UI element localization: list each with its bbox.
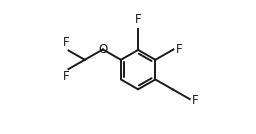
Text: F: F [192, 94, 199, 107]
Text: F: F [62, 70, 69, 83]
Text: F: F [176, 43, 183, 56]
Text: O: O [98, 43, 108, 56]
Text: F: F [62, 36, 69, 49]
Text: F: F [135, 13, 142, 26]
